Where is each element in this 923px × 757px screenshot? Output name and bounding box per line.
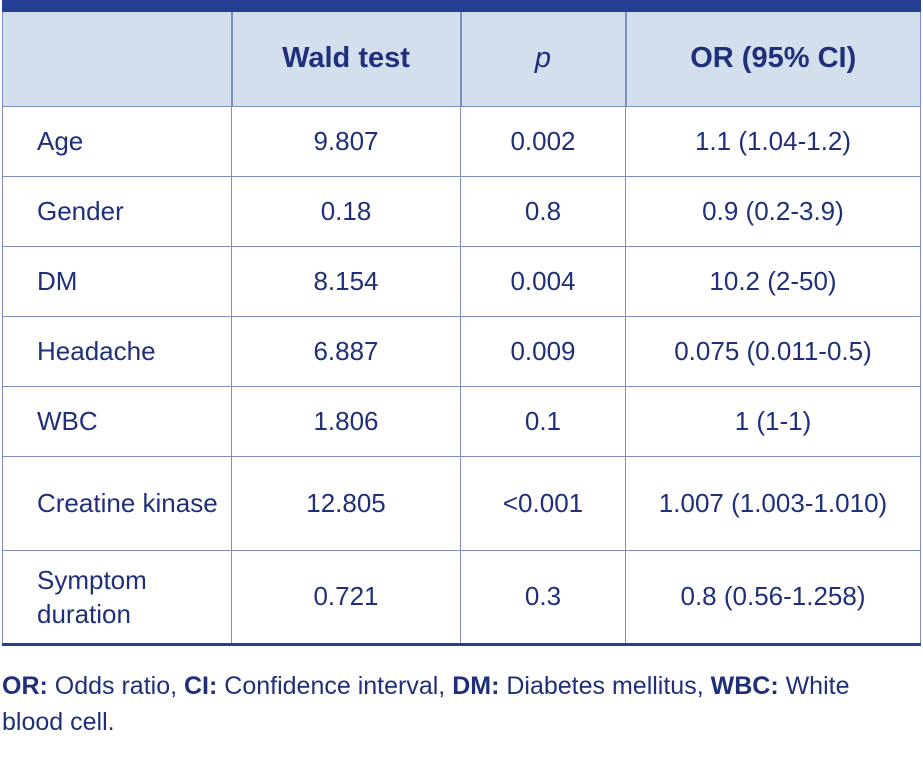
odds-ratio-value: 1.1 (1.04-1.2): [625, 105, 921, 176]
wald-value: 1.806: [231, 385, 461, 456]
wald-value: 0.18: [231, 175, 461, 246]
row-label: WBC: [2, 385, 232, 456]
header-wald-test: Wald test: [230, 0, 461, 106]
odds-ratio-value: 1.007 (1.003-1.010): [625, 455, 921, 550]
table-row: Age 9.807 0.002 1.1 (1.04-1.2): [2, 105, 921, 176]
row-label: Creatine kinase: [2, 455, 232, 550]
footnote-definition: White blood cell.: [2, 672, 850, 736]
table-row: DM 8.154 0.004 10.2 (2-50): [2, 245, 921, 316]
wald-value: 9.807: [231, 105, 461, 176]
header-variable: [2, 0, 232, 106]
footnote-abbr: OR:: [2, 672, 48, 700]
p-value: <0.001: [460, 455, 626, 550]
table-row: Symptom duration 0.721 0.3 0.8 (0.56-1.2…: [2, 549, 921, 646]
footnote-abbr: CI:: [184, 672, 218, 700]
row-label: Symptom duration: [2, 549, 232, 646]
table-row: Gender 0.18 0.8 0.9 (0.2-3.9): [2, 175, 921, 246]
table-row: Headache 6.887 0.009 0.075 (0.011-0.5): [2, 315, 921, 386]
odds-ratio-value: 0.9 (0.2-3.9): [625, 175, 921, 246]
footnote-definition: Confidence interval,: [217, 672, 453, 700]
odds-ratio-value: 10.2 (2-50): [625, 245, 921, 316]
p-value: 0.009: [460, 315, 626, 386]
wald-value: 6.887: [231, 315, 461, 386]
table-row: Creatine kinase 12.805 <0.001 1.007 (1.0…: [2, 455, 921, 550]
wald-value: 12.805: [231, 455, 461, 550]
odds-ratio-value: 1 (1-1): [625, 385, 921, 456]
wald-value: 0.721: [231, 549, 461, 646]
p-value: 0.3: [460, 549, 626, 646]
results-table-container: Wald test p OR (95% CI) Age 9.807 0.002 …: [2, 0, 921, 646]
footnote-abbr: DM:: [452, 672, 500, 700]
odds-ratio-value: 0.8 (0.56-1.258): [625, 549, 921, 646]
results-table: Wald test p OR (95% CI) Age 9.807 0.002 …: [2, 0, 921, 646]
row-label: Headache: [2, 315, 232, 386]
header-p-value: p: [459, 0, 626, 106]
row-label: Gender: [2, 175, 232, 246]
row-label: Age: [2, 105, 232, 176]
p-value: 0.002: [460, 105, 626, 176]
footnote-abbr: WBC:: [710, 672, 779, 700]
wald-value: 8.154: [231, 245, 461, 316]
header-odds-ratio: OR (95% CI): [624, 0, 921, 106]
p-value: 0.1: [460, 385, 626, 456]
footnote-definition: Odds ratio,: [47, 672, 184, 700]
table-row: WBC 1.806 0.1 1 (1-1): [2, 385, 921, 456]
odds-ratio-value: 0.075 (0.011-0.5): [625, 315, 921, 386]
p-value: 0.8: [460, 175, 626, 246]
row-label: DM: [2, 245, 232, 316]
footnote-definition: Diabetes mellitus,: [499, 672, 711, 700]
p-value: 0.004: [460, 245, 626, 316]
table-header-row: Wald test p OR (95% CI): [2, 0, 921, 106]
table-footnote: OR: Odds ratio, CI: Confidence interval,…: [2, 668, 917, 740]
